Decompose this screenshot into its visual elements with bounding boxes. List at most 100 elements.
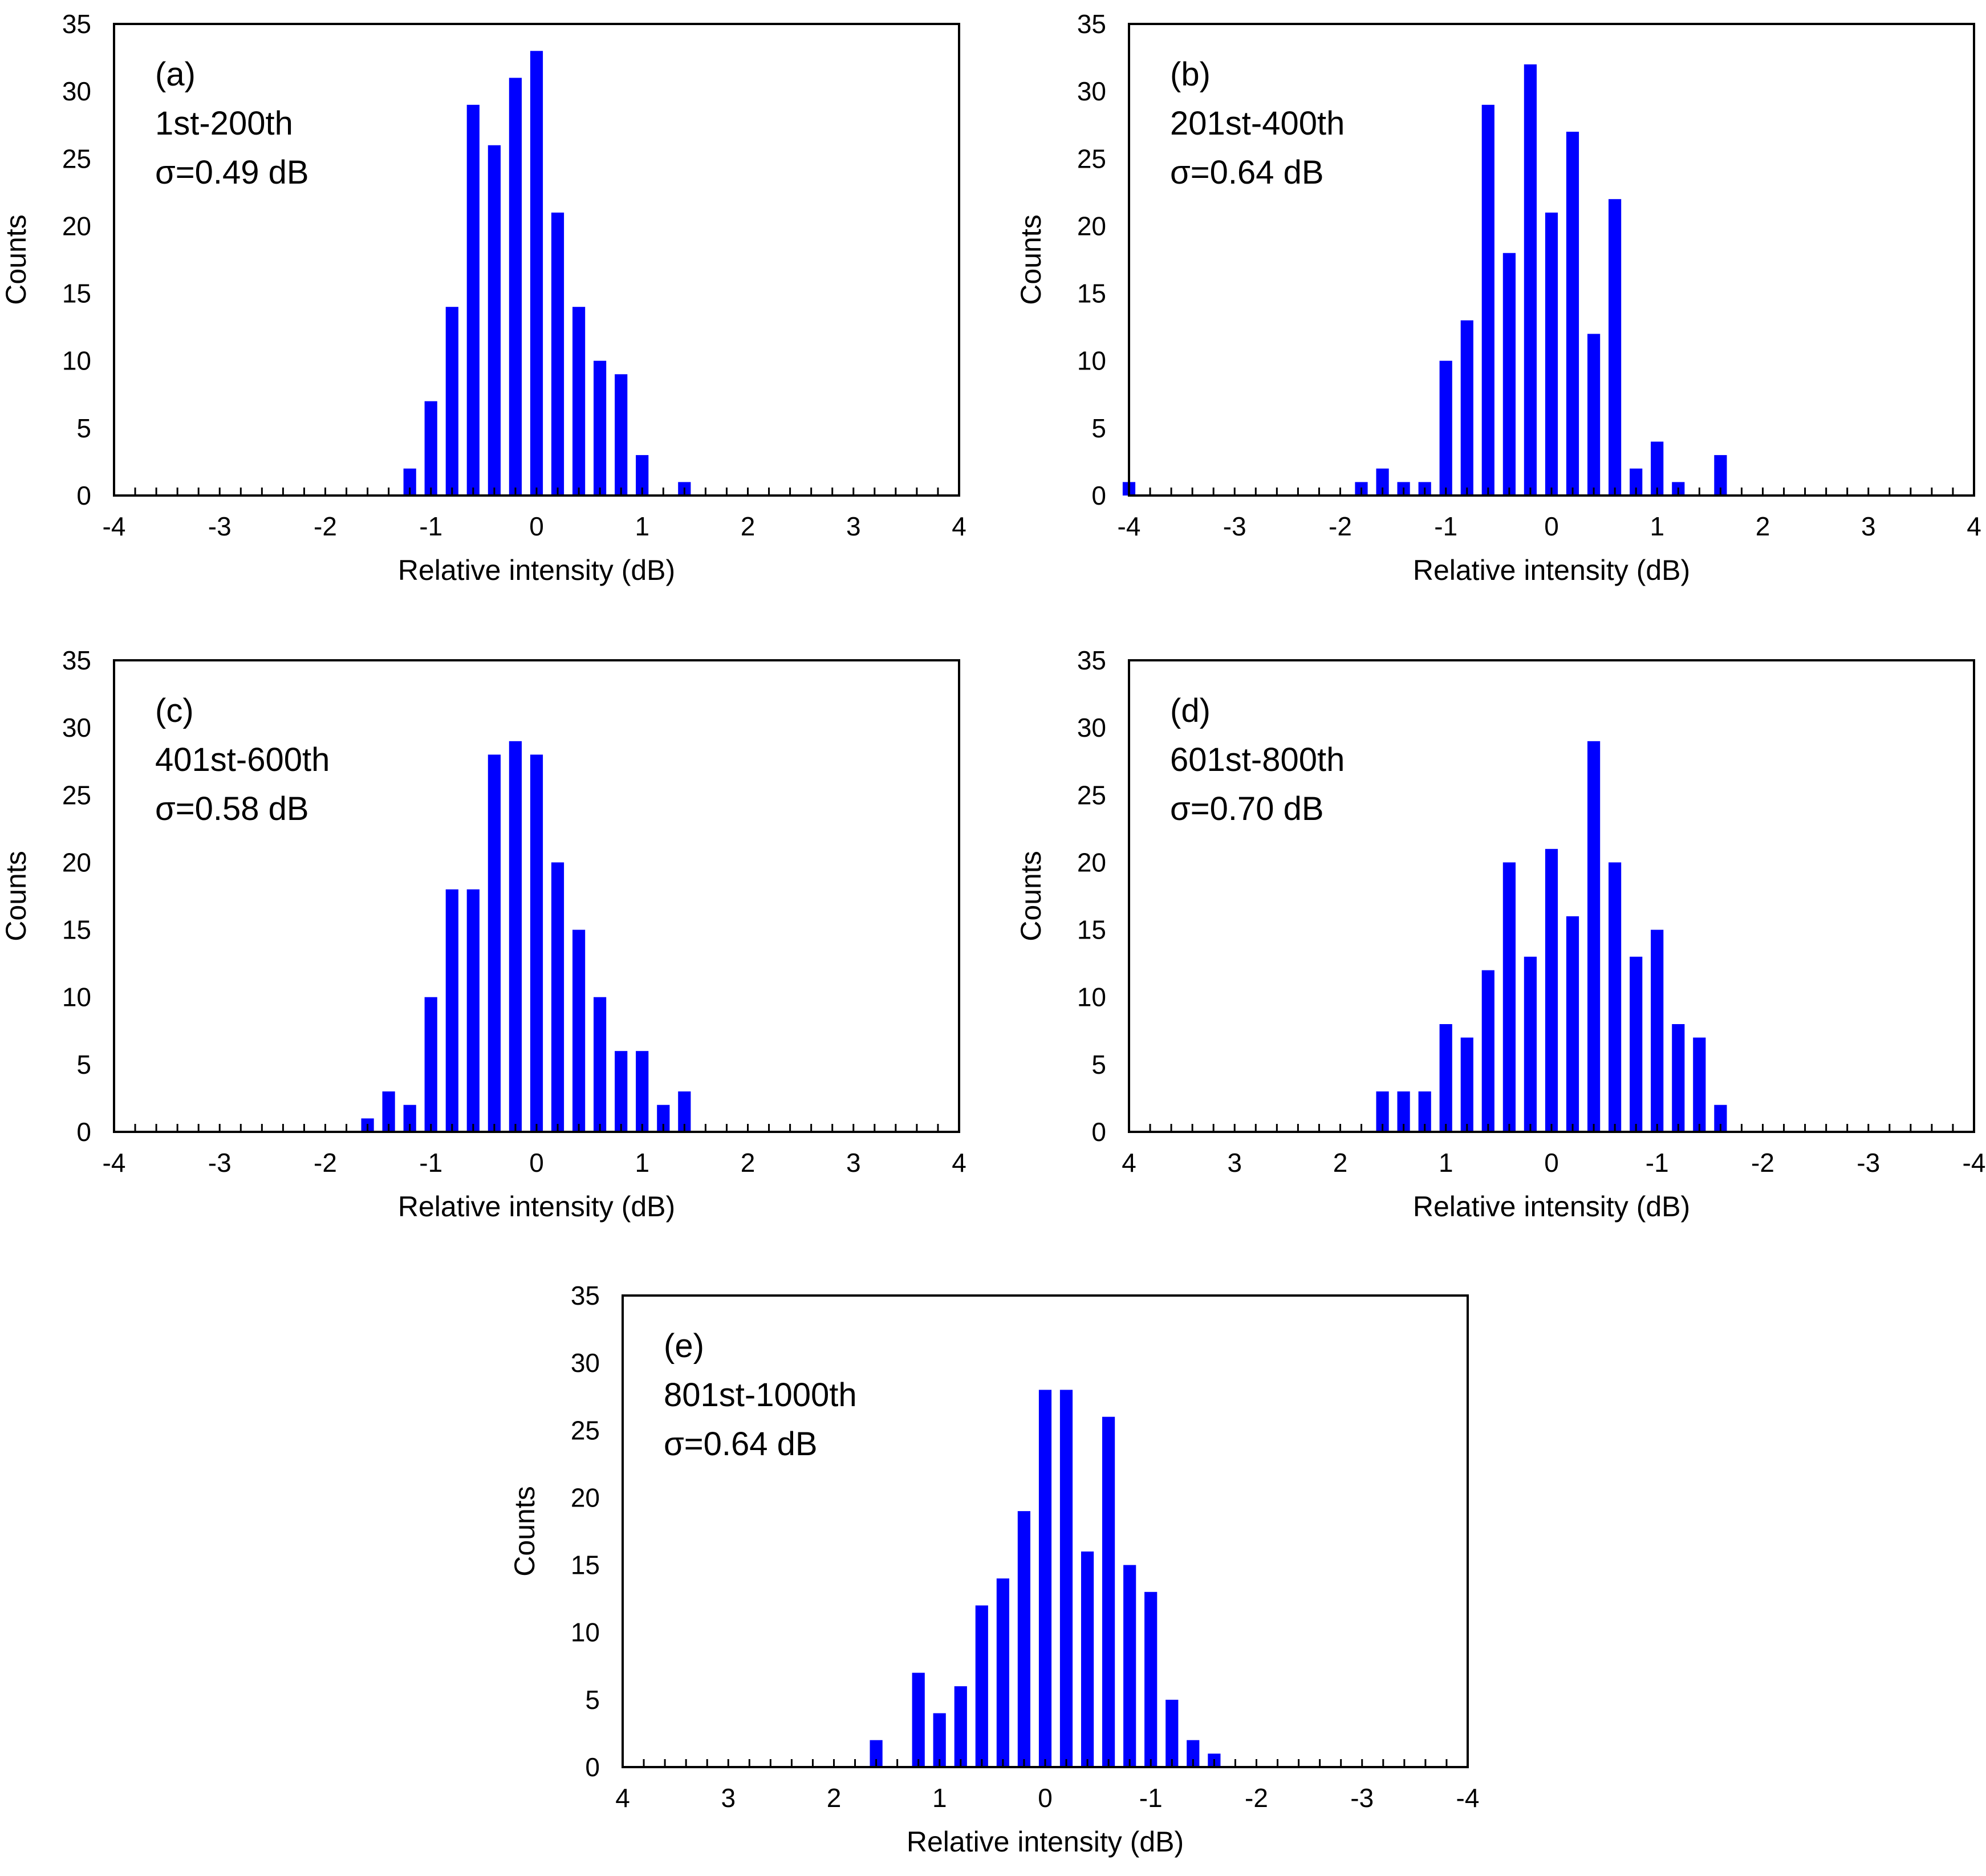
histogram-bar bbox=[1545, 848, 1558, 1132]
y-tick-label: 35 bbox=[1077, 9, 1106, 39]
histogram-bar bbox=[1187, 1740, 1200, 1767]
histogram-bar bbox=[1460, 320, 1473, 496]
x-tick-label: -2 bbox=[314, 1148, 337, 1177]
x-tick-label: -1 bbox=[1139, 1783, 1163, 1813]
histogram-bar bbox=[657, 1105, 670, 1132]
sigma-label: σ=0.70 dB bbox=[1170, 790, 1324, 827]
histogram-bar bbox=[551, 862, 564, 1132]
x-axis-title: Relative intensity (dB) bbox=[1413, 554, 1690, 586]
range-label: 1st-200th bbox=[155, 105, 293, 142]
x-tick-label: 3 bbox=[721, 1783, 736, 1813]
y-tick-label: 25 bbox=[62, 144, 91, 173]
histogram-bar bbox=[1545, 212, 1558, 496]
x-tick-label: 3 bbox=[1227, 1148, 1242, 1177]
histogram-bar bbox=[1038, 1390, 1052, 1767]
y-tick-label: 25 bbox=[571, 1415, 600, 1445]
y-axis-title: Counts bbox=[0, 214, 32, 304]
x-tick-label: -3 bbox=[208, 1148, 232, 1177]
x-tick-label: 2 bbox=[1756, 511, 1770, 541]
y-tick-label: 25 bbox=[1077, 780, 1106, 810]
y-tick-label: 5 bbox=[1091, 413, 1106, 443]
histogram-bar bbox=[1123, 1565, 1136, 1767]
x-tick-label: 4 bbox=[1122, 1148, 1136, 1177]
histogram-bar bbox=[1439, 1024, 1452, 1132]
y-axis-title: Counts bbox=[1015, 851, 1047, 941]
y-tick-label: 5 bbox=[1091, 1050, 1106, 1079]
histogram-bar bbox=[1566, 132, 1579, 496]
histogram-bar bbox=[1460, 1037, 1473, 1132]
histogram-bar bbox=[1376, 468, 1389, 496]
y-tick-label: 20 bbox=[1077, 211, 1106, 241]
y-tick-label: 0 bbox=[76, 1117, 91, 1147]
y-tick-label: 5 bbox=[76, 1050, 91, 1079]
x-tick-label: 4 bbox=[1967, 511, 1981, 541]
chart-panel-3: -4 -3 -2 -1 0 1 2 3 4 0 5 10 15 20 25 30 35 Relative inte… bbox=[0, 645, 966, 1223]
histogram-bar bbox=[1059, 1390, 1073, 1767]
y-tick-label: 35 bbox=[1077, 645, 1106, 675]
x-tick-label: -3 bbox=[208, 511, 232, 541]
x-tick-label: 2 bbox=[1333, 1148, 1348, 1177]
x-tick-label: 4 bbox=[615, 1783, 630, 1813]
histogram-bar bbox=[509, 741, 522, 1132]
sigma-label: σ=0.58 dB bbox=[155, 790, 309, 827]
histogram-bar bbox=[488, 145, 501, 496]
histogram-bar bbox=[1672, 1024, 1685, 1132]
y-tick-label: 30 bbox=[571, 1348, 600, 1378]
y-axis-title: Counts bbox=[509, 1486, 541, 1576]
histogram-bar bbox=[572, 929, 586, 1132]
x-tick-label: -3 bbox=[1223, 511, 1246, 541]
x-tick-label: 3 bbox=[846, 1148, 861, 1177]
histogram-bar bbox=[1609, 862, 1622, 1132]
range-label: 401st-600th bbox=[155, 741, 330, 778]
x-tick-label: 0 bbox=[1544, 511, 1559, 541]
histogram-bar bbox=[975, 1605, 988, 1767]
y-tick-label: 0 bbox=[1091, 1117, 1106, 1147]
y-tick-label: 15 bbox=[1077, 915, 1106, 945]
histogram-bar bbox=[509, 78, 522, 496]
panel-label: (b) bbox=[1170, 56, 1211, 93]
x-tick-label: 2 bbox=[741, 511, 756, 541]
histogram-bar bbox=[382, 1091, 395, 1132]
histogram-bar bbox=[912, 1672, 925, 1767]
x-tick-label: -4 bbox=[103, 511, 126, 541]
chart-panel-2: -4 -3 -2 -1 0 1 2 3 4 0 5 10 15 20 25 30 35 Relative inte… bbox=[1015, 9, 1981, 586]
x-tick-label: 1 bbox=[1439, 1148, 1453, 1177]
y-tick-label: 10 bbox=[1077, 346, 1106, 376]
histogram-bar bbox=[1376, 1091, 1389, 1132]
y-tick-label: 15 bbox=[62, 279, 91, 308]
histogram-bar bbox=[551, 212, 564, 496]
x-tick-label: 3 bbox=[1861, 511, 1876, 541]
x-tick-label: 0 bbox=[1038, 1783, 1053, 1813]
histogram-bar bbox=[466, 889, 480, 1132]
x-tick-label: 3 bbox=[846, 511, 861, 541]
y-tick-label: 30 bbox=[1077, 713, 1106, 742]
y-tick-label: 5 bbox=[585, 1685, 600, 1715]
histogram-bar bbox=[530, 51, 543, 496]
histogram-bar bbox=[1502, 862, 1516, 1132]
x-axis-title: Relative intensity (dB) bbox=[398, 1191, 675, 1223]
histogram-bar bbox=[1693, 1037, 1706, 1132]
histogram-bar bbox=[1397, 1091, 1410, 1132]
y-tick-label: 35 bbox=[571, 1281, 600, 1310]
histogram-bar bbox=[996, 1578, 1009, 1767]
histogram-bar bbox=[488, 754, 501, 1132]
panel-label: (c) bbox=[155, 692, 194, 729]
histogram-bar bbox=[445, 889, 458, 1132]
histogram-bar bbox=[445, 307, 458, 496]
histogram-bar bbox=[615, 1051, 628, 1132]
y-tick-label: 25 bbox=[62, 780, 91, 810]
y-tick-label: 5 bbox=[76, 413, 91, 443]
histogram-bar bbox=[1587, 334, 1601, 496]
histogram-bar bbox=[1418, 1091, 1431, 1132]
range-label: 201st-400th bbox=[1170, 105, 1345, 142]
x-tick-label: 4 bbox=[952, 511, 966, 541]
histogram-bar bbox=[1481, 970, 1494, 1132]
histogram-bar bbox=[1081, 1551, 1094, 1767]
range-label: 601st-800th bbox=[1170, 741, 1345, 778]
histogram-bar bbox=[1651, 441, 1664, 496]
y-tick-label: 10 bbox=[62, 346, 91, 376]
x-tick-label: -1 bbox=[1434, 511, 1457, 541]
x-tick-label: -3 bbox=[1857, 1148, 1880, 1177]
